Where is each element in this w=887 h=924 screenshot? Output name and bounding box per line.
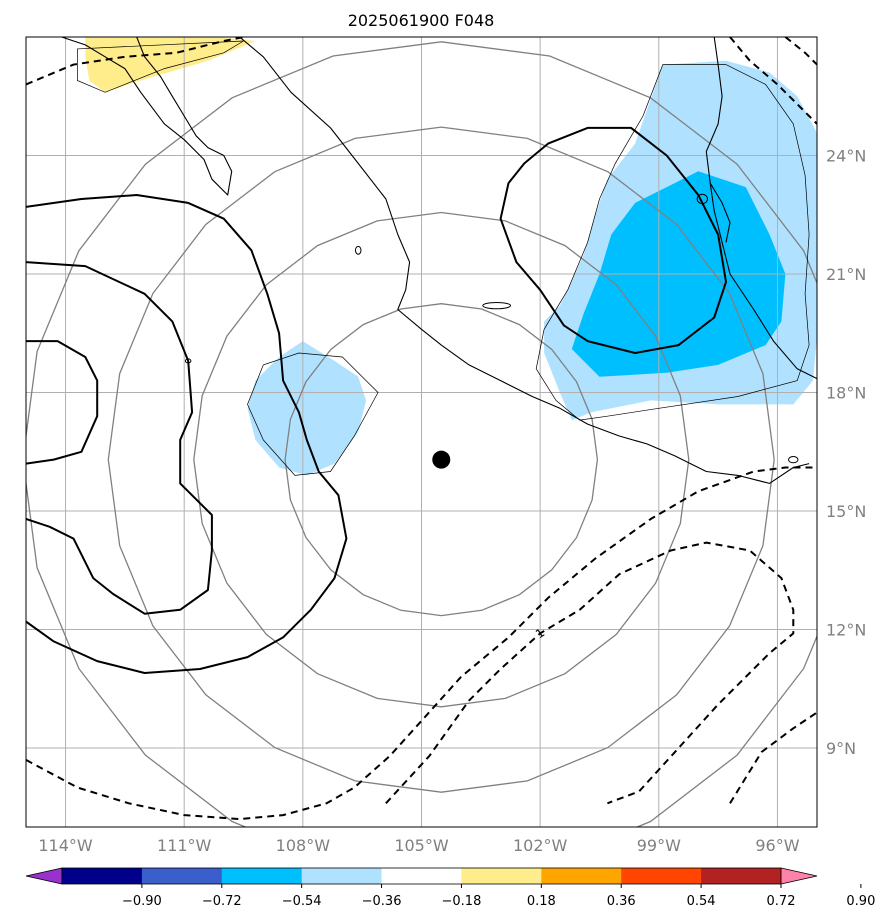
region-outline-2	[77, 40, 244, 93]
coastline-0	[61, 37, 233, 196]
solid-contour-3	[499, 126, 727, 354]
range-rings	[26, 41, 817, 827]
colorbar-tick-label-2: −0.54	[282, 894, 322, 909]
region-outline-0	[535, 64, 810, 421]
colorbar-extend-under	[25, 867, 63, 885]
colorbar-frame	[61, 867, 782, 885]
colorbar-tick-label-5: 0.18	[527, 894, 556, 909]
colorbar-tick-label-9: 0.90	[846, 894, 875, 909]
range-ring-1	[193, 211, 690, 708]
x-tick-label-1: 111°W	[157, 836, 212, 855]
chart-title: 2025061900 F048	[348, 11, 495, 30]
center-marker	[432, 450, 451, 469]
region-outlines	[77, 40, 810, 476]
y-tick-label-0: 9°N	[826, 739, 856, 758]
colorbar-swatch-0	[62, 868, 143, 884]
region-outline-1	[247, 352, 379, 476]
colorbar-tick-label-4: −0.18	[442, 894, 482, 909]
colorbar-tick-label-1: −0.72	[202, 894, 242, 909]
coastline-1	[239, 37, 810, 484]
colorbar-swatch-8	[701, 868, 782, 884]
y-tick-label-1: 12°N	[826, 621, 866, 640]
x-tick-label-3: 105°W	[394, 836, 449, 855]
x-tick-label-5: 99°W	[637, 836, 681, 855]
colorbar-swatch-2	[221, 868, 303, 884]
colorbar-swatch-7	[621, 868, 702, 884]
range-ring-3	[26, 41, 817, 827]
solid-contours	[26, 126, 727, 674]
dashed-contour-4	[385, 541, 795, 805]
solid-contour-1	[26, 261, 213, 615]
x-tick-label-0: 114°W	[38, 836, 93, 855]
x-tick-label-2: 108°W	[276, 836, 331, 855]
y-tick-label-4: 21°N	[826, 265, 866, 284]
colorbar-swatch-4	[381, 868, 462, 884]
y-tick-labels: 9°N 12°N 15°N 18°N 21°N 24°N	[826, 147, 866, 759]
colorbar-swatch-3	[301, 868, 383, 884]
colorbar-tick-label-6: 0.36	[607, 894, 636, 909]
coastline-2	[705, 37, 817, 380]
solid-contour-2	[26, 340, 99, 465]
island-0	[482, 301, 511, 310]
colorbar-tick-label-8: 0.72	[767, 894, 796, 909]
range-ring-0	[284, 303, 599, 617]
dashed-contour-3	[26, 466, 817, 821]
colorbar-tick-label-3: −0.36	[362, 894, 402, 909]
storm-center-dot	[432, 450, 451, 469]
map-frame	[25, 36, 818, 828]
dashed-contours	[26, 37, 817, 821]
shaded-region-2	[247, 341, 367, 476]
colorbar-tick-label-7: 0.54	[687, 894, 716, 909]
coastlines	[61, 37, 817, 484]
island-1	[354, 245, 362, 255]
x-tick-label-6: 96°W	[755, 836, 799, 855]
colorbar: −0.90 −0.72 −0.54 −0.36 −0.18 0.18 0.36 0.54 0.7…	[25, 867, 875, 909]
coastline-3	[709, 182, 731, 243]
dashed-contour-0	[26, 37, 244, 86]
shaded-region-3	[85, 37, 256, 93]
colorbar-swatch-6	[541, 868, 622, 884]
y-tick-label-2: 15°N	[826, 502, 866, 521]
x-tick-label-4: 102°W	[513, 836, 568, 855]
range-ring-2	[107, 126, 775, 793]
dashed-contour-5	[729, 711, 817, 804]
dashed-contour-2	[784, 37, 817, 66]
colorbar-extend-over	[780, 867, 818, 885]
solid-contour-0	[26, 194, 348, 674]
x-tick-labels: 114°W 111°W 108°W 105°W 102°W 99°W 96°W	[38, 836, 799, 855]
colorbar-tick-label-0: −0.90	[122, 894, 162, 909]
gridlines	[26, 37, 817, 827]
y-tick-label-5: 24°N	[826, 147, 866, 166]
colorbar-swatch-5	[461, 868, 542, 884]
shaded-regions	[85, 37, 817, 476]
colorbar-swatch-1	[141, 868, 223, 884]
island-3	[788, 455, 799, 464]
y-tick-label-3: 18°N	[826, 384, 866, 403]
